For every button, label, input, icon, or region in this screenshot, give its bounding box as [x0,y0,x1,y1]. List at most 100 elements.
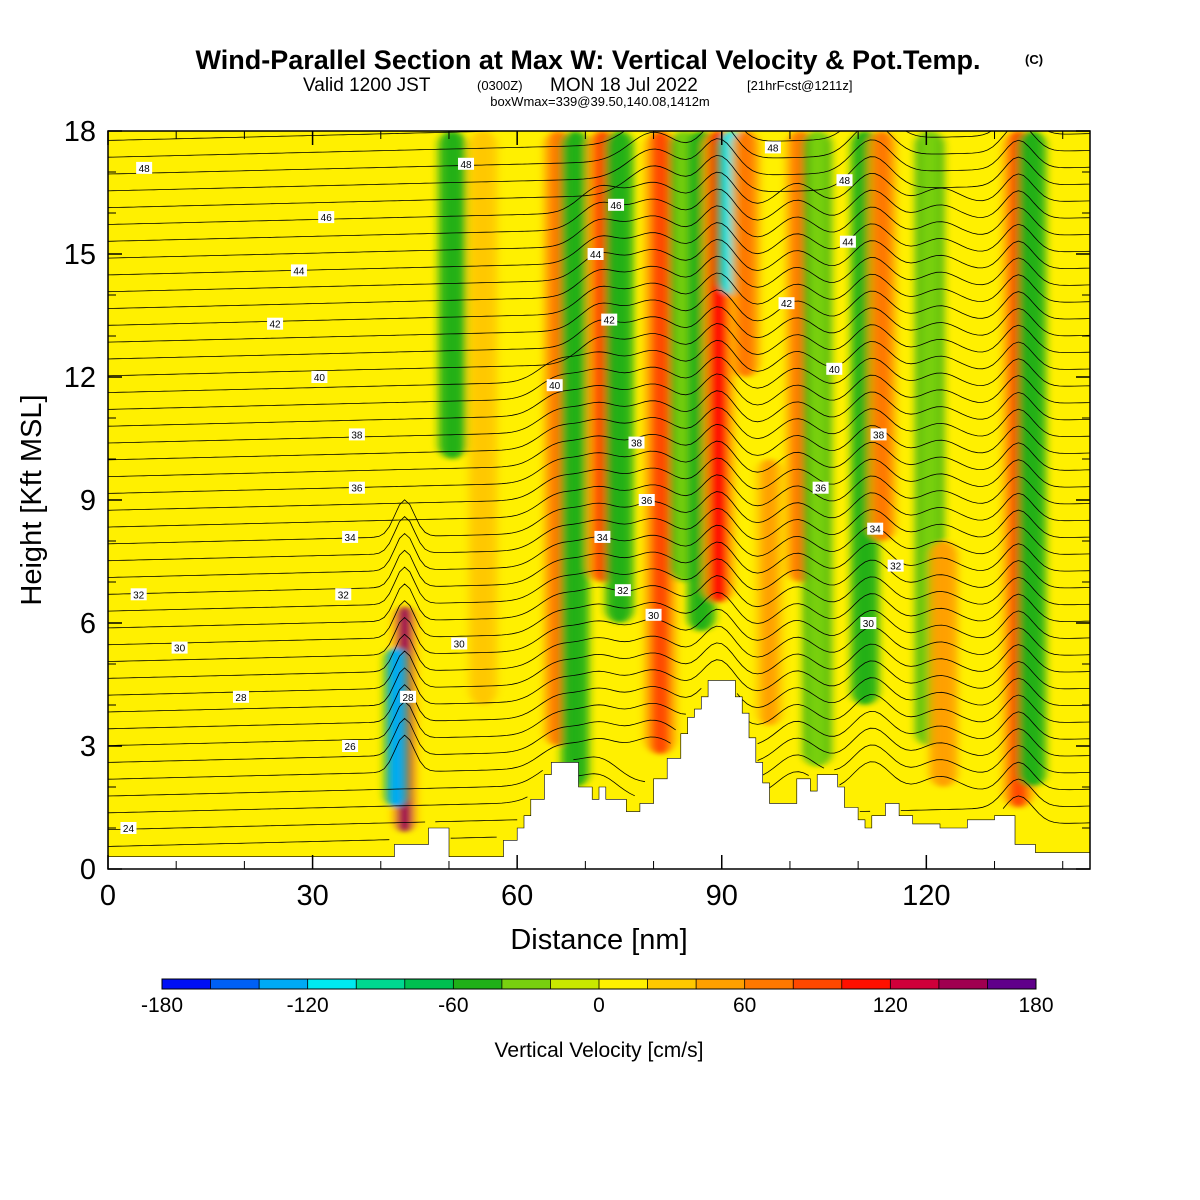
x-tick-label: 60 [501,880,533,912]
y-tick-label: 15 [64,239,96,271]
colorbar-swatch [841,979,891,989]
pot-temp-label: 44 [290,264,307,277]
pot-temp-contour [108,131,518,141]
pot-temp-label-bg [348,481,365,494]
y-tick-label: 9 [80,485,96,517]
pot-temp-contour [108,356,1090,410]
pot-temp-label-text: 26 [345,742,357,753]
pot-temp-label: 42 [601,313,618,327]
pot-temp-label-text: 48 [767,143,779,154]
pot-temp-contour [108,778,1090,830]
pot-temp-label-bg [594,530,611,543]
pot-temp-label-text: 48 [139,164,151,175]
pot-temp-contour [108,575,1090,629]
colorbar-swatch [696,979,746,989]
pot-temp-contour [108,710,1090,763]
pot-temp-contour [108,625,1090,679]
valid-prefix: Valid 1200 JST [303,75,431,96]
pot-temp-label-bg [451,637,468,650]
pot-temp-label: 38 [348,428,365,441]
pot-temp-label: 46 [608,198,625,212]
colorbar-tick-label: -120 [287,994,329,1017]
pot-temp-label: 30 [645,608,662,622]
pot-temp-label-bg [867,522,884,535]
pot-temp-label: 48 [458,157,475,171]
colorbar-swatch [744,979,794,989]
pot-temp-contour [108,491,1090,545]
pot-temp-label: 28 [400,690,417,704]
pot-temp-contour [108,659,1090,713]
pot-temp-label-bg [318,211,335,224]
pot-temp-label: 40 [826,362,843,376]
pot-temp-label-text: 30 [454,640,466,651]
pot-temp-label: 44 [587,248,604,261]
pot-temp-label-bg [645,608,662,621]
pot-temp-contour [108,131,1090,158]
pot-temp-label: 30 [171,641,188,655]
pot-temp-label-bg [458,157,475,170]
velocity-band [935,541,952,787]
pot-temp-label-bg [587,248,604,260]
pot-temp-label-text: 38 [631,439,643,450]
pot-temp-contour [108,131,1090,175]
pot-temp-label-text: 38 [351,430,363,441]
pot-temp-label-bg [826,362,843,375]
pot-temp-label-text: 30 [863,619,875,630]
pot-temp-label: 30 [860,617,877,630]
velocity-band [1024,131,1041,787]
pot-temp-contour [108,373,1090,427]
pot-temp-contour [108,138,1090,192]
pot-temp-label-bg [400,690,417,703]
pot-temp-contour [108,744,1090,797]
pot-temp-label: 42 [778,297,795,310]
colorbar-tick-label: 120 [873,994,908,1017]
x-tick-label: 120 [902,880,950,912]
colorbar-tick-label: 180 [1018,994,1053,1017]
pot-temp-contour [108,694,1090,746]
pot-temp-label-text: 32 [617,586,629,597]
pot-temp-contour [108,591,1090,646]
pot-temp-label-bg [601,313,618,326]
pot-temp-contour [108,407,1090,461]
colorbar-swatch [453,979,503,989]
pot-temp-label-bg [311,371,328,383]
pot-temp-label: 48 [136,161,153,175]
colorbar-swatch [647,979,697,989]
pot-temp-label-bg [171,641,188,654]
pot-temp-label-text: 36 [815,484,827,495]
pot-temp-contour [108,608,1090,662]
pot-temp-label-bg [130,588,147,601]
pot-temp-contour [108,323,1090,377]
pot-temp-label-text: 30 [648,611,660,622]
pot-temp-contour [108,457,1090,511]
colorbar: -180 -120 -60 0 60 120 180 [141,978,1054,1017]
colorbar-tick-label: 0 [593,994,605,1017]
velocity-bands [383,131,1047,833]
velocity-band [475,131,492,705]
pot-temp-label-text: 48 [460,160,472,171]
pot-temp-label-bg [342,740,359,752]
pot-temp-label-bg [546,379,563,392]
pot-temp-contour [108,795,1090,847]
pot-temp-contour [108,507,1090,562]
pot-temp-label-bg [290,264,307,277]
colorbar-swatch [550,979,600,989]
pot-temp-contour [108,255,1090,309]
pot-temp-label-text: 44 [590,250,602,261]
pot-temp-label-text: 24 [123,824,135,835]
pot-temp-contour [108,390,1090,444]
y-tick-label: 6 [80,608,96,640]
pot-temp-label-bg [812,481,829,494]
pot-temp-label-text: 34 [597,533,609,544]
pot-temp-contour [108,761,1090,814]
pot-temp-label-text: 28 [402,693,414,704]
pot-temp-label-bg [839,235,856,248]
colorbar-swatch [404,979,454,989]
pot-temp-contour [108,440,1090,494]
pot-temp-label: 32 [335,588,352,601]
pot-temp-label-text: 38 [873,430,885,441]
pot-temp-contour [108,188,1090,242]
pot-temp-label-text: 34 [345,533,357,544]
colorbar-swatch [987,979,1037,989]
